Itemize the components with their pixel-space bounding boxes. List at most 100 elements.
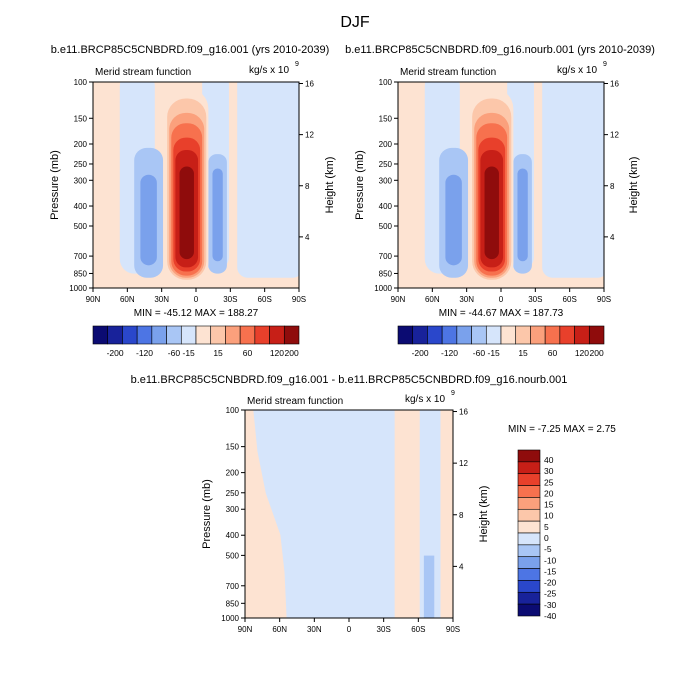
diff-colorbar-label: -20 — [544, 578, 557, 588]
left-stream-function-field — [93, 82, 299, 288]
left-hadley-cell-level-7 — [179, 166, 194, 260]
left-northern-negative-cell-3 — [140, 174, 157, 266]
right-min-max: MIN = -44.67 MAX = 187.73 — [439, 308, 564, 319]
left-y-tick-label: 700 — [74, 252, 88, 261]
right-y-tick-label: 150 — [379, 114, 393, 123]
left-y-tick-label: 100 — [74, 78, 88, 87]
left-colorbar-swatch — [239, 325, 256, 345]
diff-x-tick-label: 90S — [446, 625, 460, 634]
left-colorbar-label: 120 — [270, 348, 284, 358]
diff-y-tick-label: 250 — [226, 489, 240, 498]
diff-x-tick-label: 60S — [411, 625, 425, 634]
left-colorbar-swatch — [107, 325, 123, 345]
left-height-tick-label: 16 — [305, 80, 314, 89]
right-unit-label: kg/s x 10 — [557, 65, 597, 76]
left-colorbar-swatch — [254, 325, 270, 345]
left-subtropical-negative-cell-3 — [212, 168, 223, 262]
left-colorbar-label: -200 — [107, 348, 124, 358]
diff-colorbar-swatch — [517, 520, 541, 534]
diff-colorbar-label: -25 — [544, 589, 557, 599]
right-colorbar-label: -60 — [473, 348, 486, 358]
left-y-tick-label: 500 — [74, 222, 88, 231]
right-x-tick-label: 90S — [597, 295, 611, 304]
right-colorbar-swatch — [500, 325, 517, 345]
left-colorbar-swatch — [92, 325, 109, 345]
right-colorbar-swatch — [559, 325, 575, 345]
right-y-tick-label: 400 — [379, 202, 393, 211]
diff-colorbar-label: 25 — [544, 477, 554, 487]
right-height-tick-label: 8 — [610, 182, 615, 191]
diff-colorbar-swatch — [517, 449, 541, 463]
diff-colorbar-swatch — [517, 603, 541, 617]
left-panel-title: b.e11.BRCP85C5CNBDRD.f09_g16.001 (yrs 20… — [51, 44, 330, 56]
left-x-tick-label: 30S — [223, 295, 237, 304]
left-colorbar-label: 15 — [213, 348, 223, 358]
diff-y-tick-label: 100 — [226, 406, 240, 415]
diff-colorbar-label: -15 — [544, 566, 557, 576]
left-colorbar-label: -15 — [182, 348, 195, 358]
right-colorbar-label: 15 — [518, 348, 528, 358]
left-unit-exponent: 9 — [295, 61, 299, 68]
right-inner-label: Merid stream function — [400, 67, 496, 78]
left-y-tick-label: 150 — [74, 114, 88, 123]
left-x-tick-label: 60N — [120, 295, 135, 304]
left-min-max: MIN = -45.12 MAX = 188.27 — [134, 308, 259, 319]
diff-x-tick-label: 30N — [307, 625, 322, 634]
diff-southern-negative-core — [423, 555, 435, 618]
diff-unit-label: kg/s x 10 — [405, 394, 445, 405]
right-x-tick-label: 90N — [391, 295, 406, 304]
left-colorbar-swatch — [151, 325, 167, 345]
left-y-tick-label: 1000 — [69, 284, 87, 293]
left-height-tick-label: 12 — [305, 131, 314, 140]
left-y-tick-label: 300 — [74, 176, 88, 185]
right-panel: Merid stream function kg/s x 10 9 Pressu… — [354, 61, 640, 358]
left-colorbar-label: -60 — [168, 348, 181, 358]
right-colorbar-swatch — [588, 325, 605, 345]
diff-colorbar-label: -10 — [544, 555, 557, 565]
left-x-tick-label: 0 — [194, 295, 199, 304]
right-colorbar-swatch — [441, 325, 458, 345]
right-colorbar-swatch — [574, 325, 590, 345]
right-y-tick-label: 100 — [379, 78, 393, 87]
diff-inner-label: Merid stream function — [247, 396, 343, 407]
left-right-axis-label: Height (km) — [324, 157, 336, 214]
diff-colorbar-label: 30 — [544, 466, 554, 476]
right-colorbar-swatch — [412, 325, 428, 345]
diff-colorbar-swatch — [517, 508, 541, 522]
right-height-tick-label: 12 — [610, 131, 619, 140]
diff-y-tick-label: 500 — [226, 551, 240, 560]
right-x-tick-label: 30S — [528, 295, 542, 304]
right-height-tick-label: 16 — [610, 80, 619, 89]
diff-colorbar-label: -40 — [544, 611, 557, 621]
diff-axis-ticks: 90N 60N 30N 0 30S 60S 90S 100 150 200 250 300 400 500… — [221, 406, 468, 634]
diff-y-tick-label: 400 — [226, 531, 240, 540]
diff-colorbar-label: 20 — [544, 488, 554, 498]
right-colorbar-swatch — [515, 325, 531, 345]
left-y-tick-label: 400 — [74, 202, 88, 211]
right-unit-exponent: 9 — [603, 61, 607, 68]
diff-colorbar-swatch — [517, 544, 541, 558]
right-y-axis-label: Pressure (mb) — [354, 150, 366, 220]
left-y-axis-label: Pressure (mb) — [49, 150, 61, 220]
right-subtropical-negative-cell-3 — [517, 168, 528, 262]
diff-colorbar-swatch — [517, 485, 541, 498]
diff-height-tick-label: 12 — [459, 459, 468, 468]
diff-colorbar-swatch — [517, 497, 541, 510]
left-colorbar-swatch — [166, 325, 182, 345]
left-colorbar-label: -120 — [136, 348, 153, 358]
diff-y-axis-label: Pressure (mb) — [201, 479, 213, 549]
diff-x-tick-label: 0 — [347, 625, 352, 634]
left-y-tick-label: 200 — [74, 140, 88, 149]
diff-stream-function-field — [245, 410, 453, 618]
diff-min-max: MIN = -7.25 MAX = 2.75 — [508, 424, 616, 435]
right-colorbar-label: 200 — [590, 348, 604, 358]
right-x-tick-label: 30N — [459, 295, 474, 304]
right-colorbar-swatch — [544, 325, 561, 345]
right-y-tick-label: 200 — [379, 140, 393, 149]
left-colorbar-swatch — [225, 325, 241, 345]
diff-x-tick-label: 60N — [272, 625, 287, 634]
left-colorbar-label: 60 — [243, 348, 253, 358]
diff-panel: Merid stream function kg/s x 10 9 Pressu… — [201, 390, 616, 634]
